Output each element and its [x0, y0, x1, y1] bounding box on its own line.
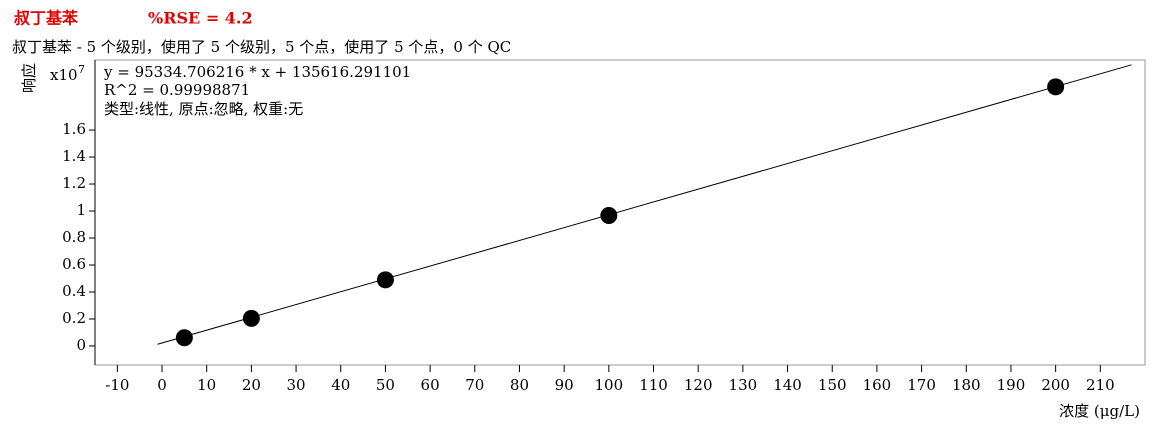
y-tick-label: 1 — [76, 201, 86, 219]
x-tick-label: 170 — [907, 376, 936, 394]
header-rse: %RSE = 4.2 — [148, 9, 253, 28]
x-tick-label: 150 — [818, 376, 847, 394]
x-tick-label: 90 — [555, 376, 574, 394]
annotation: R^2 = 0.99998871 — [104, 81, 250, 99]
x-tick-label: 80 — [510, 376, 529, 394]
x-tick-label: -10 — [105, 376, 129, 394]
data-point — [376, 271, 394, 289]
x-tick-label: 130 — [729, 376, 758, 394]
x-tick-label: 200 — [1041, 376, 1070, 394]
x-tick-label: 100 — [595, 376, 624, 394]
x-tick-label: 40 — [331, 376, 350, 394]
x-tick-label: 50 — [376, 376, 395, 394]
x-tick-label: 70 — [465, 376, 484, 394]
x-tick-label: 210 — [1086, 376, 1115, 394]
data-point — [242, 309, 260, 327]
x-tick-label: 160 — [863, 376, 892, 394]
x-tick-label: 190 — [997, 376, 1026, 394]
y-unit-exponent: 7 — [78, 63, 85, 76]
x-tick-label: 180 — [952, 376, 981, 394]
x-tick-label: 30 — [287, 376, 306, 394]
annotation: y = 95334.706216 * x + 135616.291101 — [103, 63, 411, 81]
y-tick-label: 1.2 — [62, 174, 86, 192]
y-axis-label: 响应 — [20, 63, 38, 93]
y-tick-label: 0.6 — [62, 255, 86, 273]
x-tick-label: 20 — [242, 376, 261, 394]
x-tick-label: 140 — [773, 376, 802, 394]
x-axis-label: 浓度 (μg/L) — [1059, 402, 1140, 420]
x-tick-label: 60 — [421, 376, 440, 394]
x-tick-label: 110 — [639, 376, 668, 394]
fit-line — [157, 64, 1132, 345]
y-tick-label: 0.8 — [62, 228, 86, 246]
data-point — [1047, 78, 1065, 96]
data-point — [600, 206, 618, 224]
chart-title: 叔丁基苯 - 5 个级别，使用了 5 个级别，5 个点，使用了 5 个点，0 个… — [12, 38, 511, 56]
y-unit-base: x10 — [50, 66, 78, 84]
y-tick-label: 1.6 — [62, 120, 86, 138]
header-compound: 叔丁基苯 — [14, 9, 79, 28]
y-tick-label: 0 — [76, 336, 86, 354]
x-tick-label: 120 — [684, 376, 713, 394]
x-tick-label: 10 — [197, 376, 216, 394]
data-point — [175, 329, 193, 347]
y-tick-label: 1.4 — [62, 147, 86, 165]
y-tick-label: 0.2 — [62, 309, 86, 327]
annotation: 类型:线性, 原点:忽略, 权重:无 — [104, 100, 303, 118]
x-tick-label: 0 — [157, 376, 167, 394]
y-tick-label: 0.4 — [62, 282, 86, 300]
